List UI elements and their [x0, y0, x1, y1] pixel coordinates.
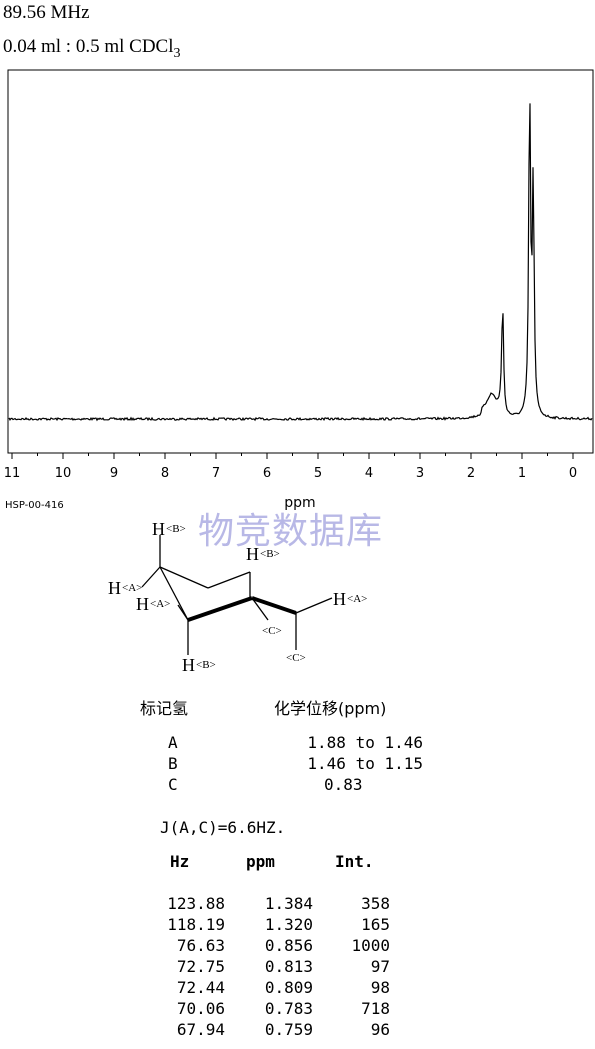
shift-value: 1.88 to 1.46	[307, 733, 423, 752]
x-tick-label: 1	[518, 466, 526, 481]
bond	[159, 566, 209, 589]
x-axis-tick-labels: 11 10 9 8 7 6 5 4 3 2 1 0	[4, 466, 577, 481]
peak-ppm: 0.759	[264, 1020, 313, 1039]
peak-ppm: 0.856	[264, 936, 313, 955]
peak-int: 358	[361, 894, 390, 913]
peak-row: 118.19 1.320 165	[0, 915, 595, 936]
atom-label: H	[152, 519, 165, 539]
peak-row: 70.06 0.783 718	[0, 999, 595, 1020]
peak-ppm: 0.783	[264, 999, 313, 1018]
shift-table-header-label: 标记氢	[140, 699, 189, 718]
x-tick-label: 5	[314, 466, 322, 481]
bond	[251, 597, 269, 621]
x-axis-label: ppm	[284, 495, 315, 510]
bond	[159, 566, 189, 621]
watermark-text: 物竞数据库	[198, 511, 384, 552]
peak-row: 72.75 0.813 97	[0, 957, 595, 978]
x-axis-ticks	[11, 453, 574, 459]
shift-label: C	[168, 775, 178, 794]
shift-value: 1.46 to 1.15	[307, 754, 423, 773]
peak-row: 123.88 1.384 358	[0, 894, 595, 915]
peak-row: 72.44 0.809 98	[0, 978, 595, 999]
bond-bold	[187, 596, 253, 622]
chemical-structure: H <B> H <A> H <A> H <B> H <B> H <A> <C> …	[108, 519, 367, 675]
atom-label-sub: <B>	[166, 523, 186, 535]
atom-label-sub: <B>	[196, 659, 216, 671]
x-tick-label: 7	[212, 466, 220, 481]
peak-hz: 118.19	[167, 915, 225, 934]
nmr-spectrum-chart: 11 10 9 8 7 6 5 4 3 2 1 0 ppm	[4, 69, 594, 510]
atom-label-sub: <A>	[150, 598, 170, 610]
spectrometer-frequency: 89.56 MHz	[3, 2, 90, 23]
x-tick-label: 3	[416, 466, 424, 481]
atom-label: H	[246, 544, 259, 564]
shift-value: 0.83	[324, 775, 363, 794]
peak-int: 96	[370, 1020, 390, 1039]
coupling-constant: J(A,C)=6.6HZ.	[160, 818, 286, 837]
peak-hz: 76.63	[176, 936, 225, 955]
shift-label: A	[168, 733, 178, 752]
peak-hz: 67.94	[176, 1020, 225, 1039]
peak-header-ppm: ppm	[246, 852, 275, 871]
peak-ppm: 0.809	[264, 978, 313, 997]
peak-int: 97	[370, 957, 390, 976]
peak-int: 1000	[351, 936, 390, 955]
solvent-text: 0.04 ml : 0.5 ml CDCl	[3, 36, 174, 57]
shift-row: C 0.83	[168, 775, 468, 794]
x-tick-label: 9	[110, 466, 118, 481]
shift-table-header-shift: 化学位移(ppm)	[274, 699, 387, 718]
peak-hz: 123.88	[167, 894, 225, 913]
x-tick-label: 8	[161, 466, 169, 481]
x-tick-label: 10	[55, 466, 72, 481]
x-tick-label: 11	[4, 466, 21, 481]
x-tick-label: 6	[263, 466, 271, 481]
peak-hz: 72.44	[176, 978, 225, 997]
solvent-info: 0.04 ml : 0.5 ml CDCl3	[3, 36, 181, 62]
peak-hz: 72.75	[176, 957, 225, 976]
bond	[295, 597, 333, 614]
atom-label-sub: <C>	[262, 625, 282, 637]
peak-ppm: 0.813	[264, 957, 313, 976]
bond	[249, 597, 297, 614]
peak-ppm: 1.320	[264, 915, 313, 934]
peak-header-hz: Hz	[170, 852, 190, 871]
x-tick-label: 4	[365, 466, 373, 481]
x-tick-label: 2	[467, 466, 475, 481]
atom-label: H	[108, 578, 121, 598]
spectrum-trace	[8, 103, 593, 422]
solvent-subscript: 3	[173, 45, 181, 61]
atom-label: H	[136, 594, 149, 614]
bond	[141, 566, 161, 588]
atom-label: H	[182, 655, 195, 675]
shift-label: B	[168, 754, 178, 773]
peak-int: 718	[361, 999, 390, 1018]
shift-row: B 1.46 to 1.15	[168, 754, 423, 773]
shift-row: A 1.88 to 1.46	[168, 733, 423, 752]
atom-label-sub: <A>	[347, 593, 367, 605]
atom-label-sub: <B>	[260, 548, 280, 560]
peak-row: 76.63 0.856 1000	[0, 936, 595, 957]
peak-row: 67.94 0.759 96	[0, 1020, 595, 1041]
plot-frame	[7, 69, 594, 454]
spectrum-code: HSP-00-416	[5, 500, 64, 511]
bond	[207, 571, 251, 589]
atom-label-sub: <A>	[122, 582, 142, 594]
peak-int: 98	[370, 978, 390, 997]
peak-ppm: 1.384	[264, 894, 313, 913]
x-tick-label: 0	[569, 466, 577, 481]
peak-int: 165	[361, 915, 390, 934]
peak-hz: 70.06	[176, 999, 225, 1018]
peak-header-int: Int.	[335, 852, 374, 871]
atom-label-sub: <C>	[286, 652, 306, 664]
bond	[177, 604, 189, 621]
atom-label: H	[333, 589, 346, 609]
